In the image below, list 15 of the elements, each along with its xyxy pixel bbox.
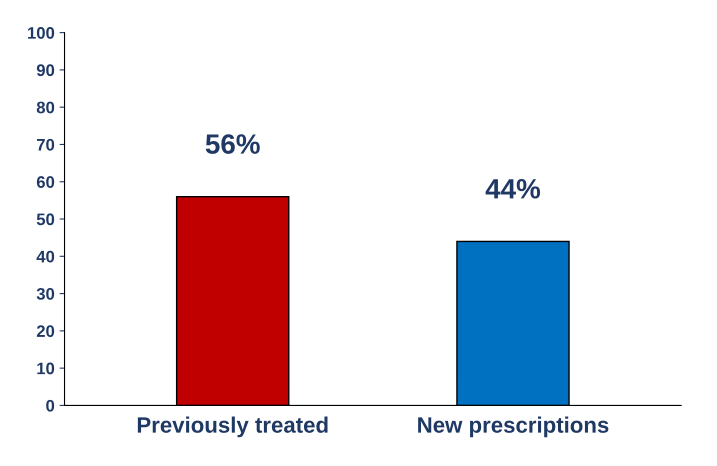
data-label: 56% bbox=[206, 134, 260, 154]
y-tick-label: 40 bbox=[36, 250, 54, 263]
y-tick-label: 20 bbox=[36, 325, 54, 338]
y-tick-label: 10 bbox=[37, 362, 54, 374]
y-tick-label: 90 bbox=[36, 64, 54, 76]
data-label: 44% bbox=[486, 179, 540, 199]
y-tick-label: 60 bbox=[36, 176, 54, 188]
x-tick-label: New prescriptions bbox=[418, 416, 608, 438]
y-tick-label: 80 bbox=[36, 102, 54, 114]
y-tick-label: 70 bbox=[36, 138, 54, 151]
x-tick-label: Previously treated bbox=[138, 416, 328, 438]
y-tick-label: 100 bbox=[28, 27, 54, 39]
y-tick-label: 0 bbox=[46, 400, 54, 412]
y-tick-label: 30 bbox=[36, 288, 54, 300]
y-tick-label: 50 bbox=[36, 213, 54, 226]
